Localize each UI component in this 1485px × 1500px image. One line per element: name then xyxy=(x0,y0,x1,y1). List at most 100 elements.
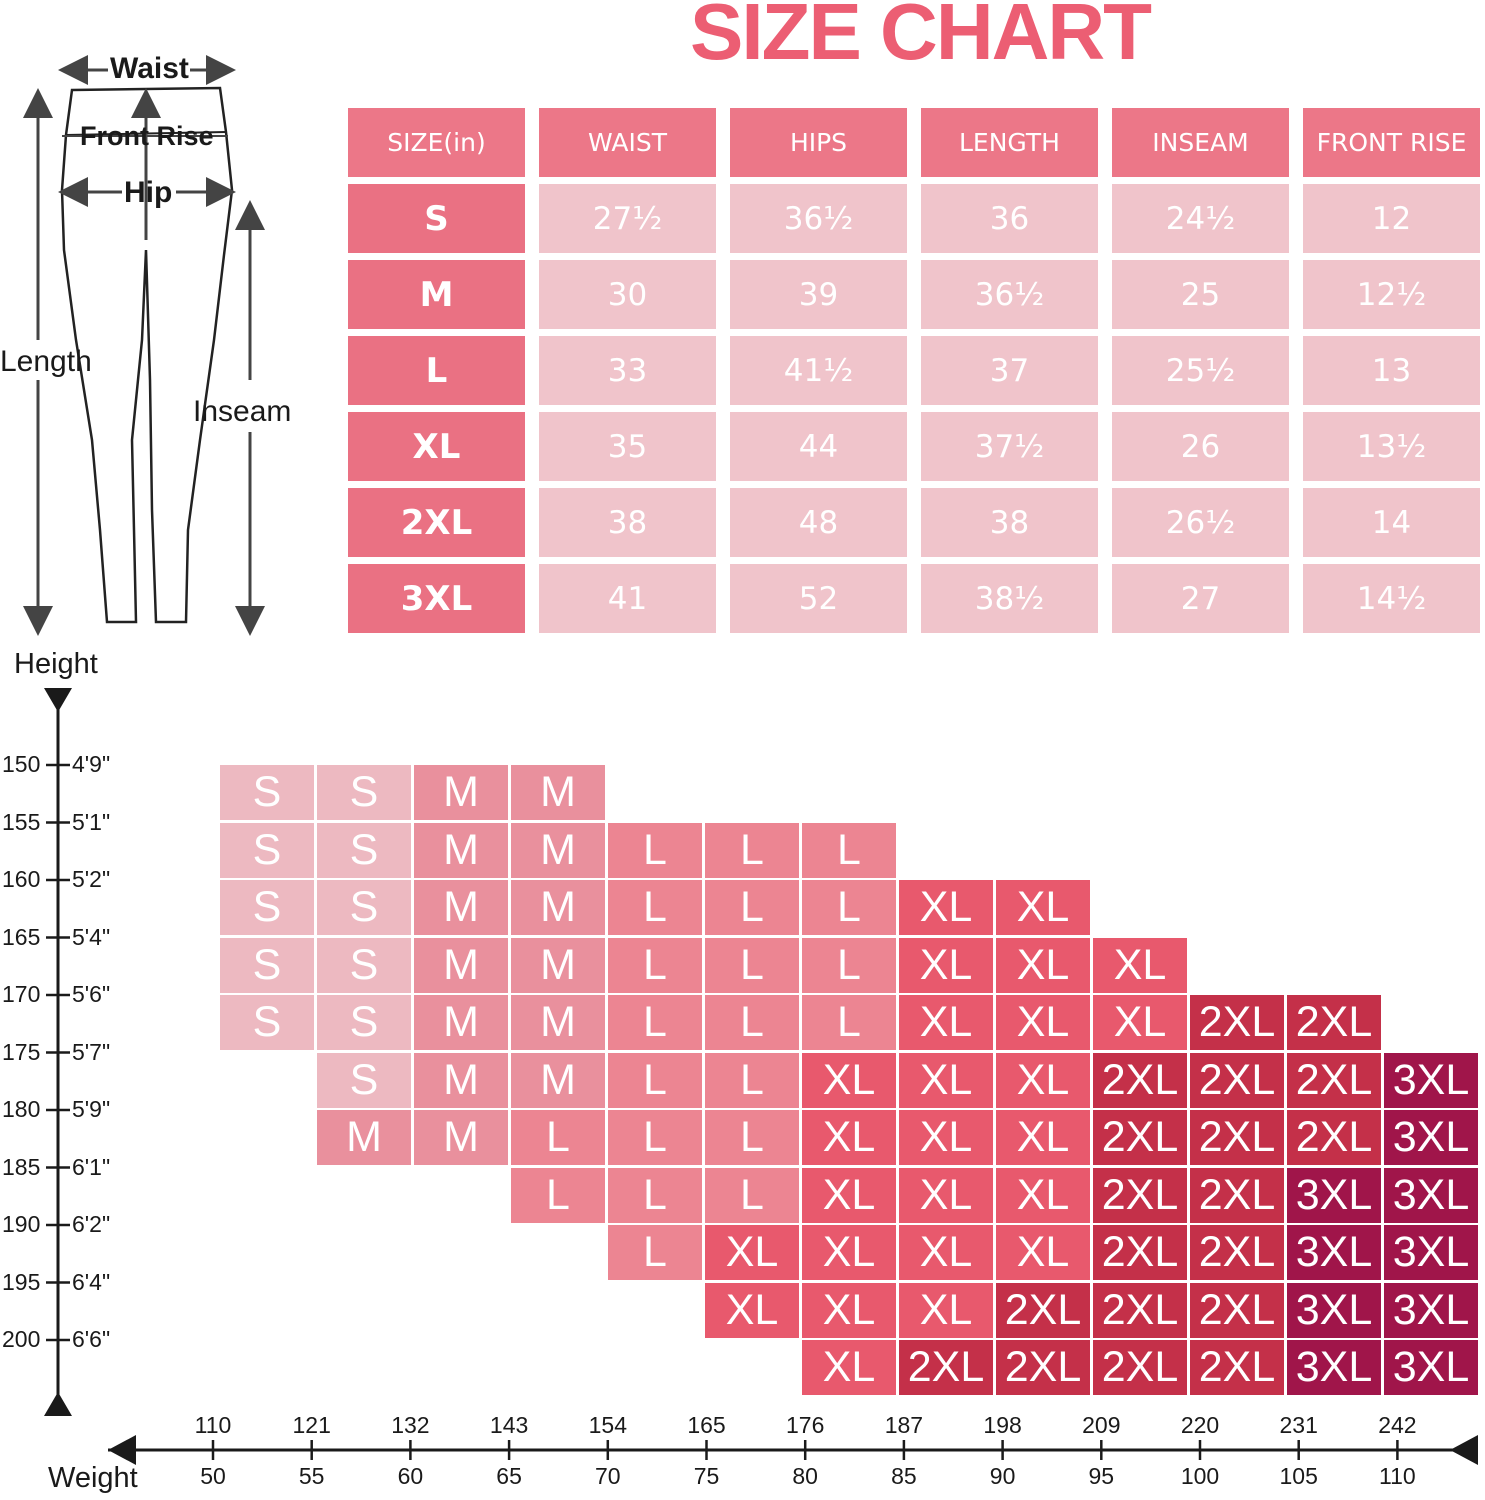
grid-cell-xl: XL xyxy=(996,1052,1090,1108)
table-value-cell: 52 xyxy=(730,564,907,633)
grid-cell-2xl: 2XL xyxy=(1190,1225,1284,1280)
table-value-cell: 37 xyxy=(921,336,1098,405)
table-value-cell: 38 xyxy=(921,488,1098,557)
table-size-cell: 2XL xyxy=(348,488,525,557)
table-value-cell: 36½ xyxy=(730,184,907,253)
y-tick-label-cm: 150 xyxy=(2,751,41,777)
grid-cell-xl: XL xyxy=(996,1110,1090,1165)
grid-cell-xl: XL xyxy=(996,995,1090,1050)
y-tick-label-ftin: 5'7" xyxy=(72,1038,111,1065)
grid-cell-xl: XL xyxy=(802,1052,896,1108)
grid-cell-xl: XL xyxy=(899,1282,993,1338)
grid-cell-m: M xyxy=(511,822,605,878)
grid-cell-3xl: 3XL xyxy=(1384,1167,1478,1223)
x-tick-label-lbs: 176 xyxy=(786,1412,825,1438)
grid-cell-l: L xyxy=(608,1167,702,1223)
length-label: Length xyxy=(0,345,92,378)
grid-cell-l: L xyxy=(608,822,702,878)
grid-cell-s: S xyxy=(317,822,411,878)
table-size-cell: L xyxy=(348,336,525,405)
grid-cell-s: S xyxy=(220,995,314,1050)
x-tick-label-lbs: 154 xyxy=(588,1412,627,1438)
y-tick-label-ftin: 4'9" xyxy=(72,751,111,777)
x-tick-label-kg: 60 xyxy=(397,1463,424,1489)
table-header-cell: SIZE(in) xyxy=(348,108,525,177)
grid-cell-3xl: 3XL xyxy=(1384,1052,1478,1108)
grid-cell-l: L xyxy=(608,995,702,1050)
table-value-cell: 14 xyxy=(1303,488,1480,557)
table-value-cell: 13 xyxy=(1303,336,1480,405)
table-value-cell: 12½ xyxy=(1303,260,1480,329)
grid-cell-xl: XL xyxy=(1093,937,1187,993)
grid-cell-l: L xyxy=(705,880,799,935)
grid-cell-2xl: 2XL xyxy=(996,1282,1090,1338)
x-tick-label-lbs: 110 xyxy=(194,1412,232,1438)
table-header-cell: HIPS xyxy=(730,108,907,177)
table-value-cell: 39 xyxy=(730,260,907,329)
inseam-label: Inseam xyxy=(193,395,292,428)
grid-cell-m: M xyxy=(414,937,508,993)
x-tick-label-kg: 105 xyxy=(1279,1463,1318,1489)
y-tick-label-ftin: 6'2" xyxy=(72,1211,111,1237)
grid-cell-m: M xyxy=(511,1052,605,1108)
grid-cell-m: M xyxy=(414,995,508,1050)
table-value-cell: 36 xyxy=(921,184,1098,253)
y-axis-top-arrow xyxy=(44,688,72,712)
grid-cell-l: L xyxy=(705,1167,799,1223)
grid-cell-2xl: 2XL xyxy=(1190,1340,1284,1395)
grid-cell-s: S xyxy=(317,995,411,1050)
leggings-outline xyxy=(60,86,234,624)
grid-cell-xl: XL xyxy=(899,1052,993,1108)
y-tick-label-cm: 175 xyxy=(2,1038,41,1065)
x-tick-label-lbs: 198 xyxy=(983,1412,1022,1438)
y-tick-label-cm: 155 xyxy=(2,808,41,835)
y-tick-label-cm: 170 xyxy=(2,981,41,1007)
table-value-cell: 25½ xyxy=(1112,336,1289,405)
y-tick-label-ftin: 6'4" xyxy=(72,1268,111,1295)
y-tick-label-ftin: 5'2" xyxy=(72,866,111,892)
table-value-cell: 25 xyxy=(1112,260,1289,329)
grid-cell-xl: XL xyxy=(802,1282,896,1338)
grid-cell-l: L xyxy=(705,937,799,993)
grid-cell-2xl: 2XL xyxy=(1287,995,1381,1050)
grid-cell-s: S xyxy=(220,822,314,878)
grid-cell-s: S xyxy=(317,937,411,993)
table-value-cell: 44 xyxy=(730,412,907,481)
y-tick-label-ftin: 5'6" xyxy=(72,981,111,1007)
table-size-cell: XL xyxy=(348,412,525,481)
grid-cell-3xl: 3XL xyxy=(1384,1225,1478,1280)
x-axis-label: Weight xyxy=(48,1462,138,1494)
table-value-cell: 14½ xyxy=(1303,564,1480,633)
table-value-cell: 27 xyxy=(1112,564,1289,633)
grid-cell-xl: XL xyxy=(996,937,1090,993)
y-tick-label-ftin: 5'4" xyxy=(72,923,111,950)
grid-cell-s: S xyxy=(317,765,411,820)
table-value-cell: 13½ xyxy=(1303,412,1480,481)
grid-cell-2xl: 2XL xyxy=(1190,1110,1284,1165)
front-rise-label: Front Rise xyxy=(80,121,214,151)
x-axis-left-arrow xyxy=(108,1435,136,1465)
grid-cell-l: L xyxy=(802,937,896,993)
y-tick-label-cm: 190 xyxy=(2,1211,41,1237)
table-value-cell: 12 xyxy=(1303,184,1480,253)
grid-cell-2xl: 2XL xyxy=(1190,1282,1284,1338)
x-tick-label-lbs: 132 xyxy=(391,1412,430,1438)
table-header-cell: INSEAM xyxy=(1112,108,1289,177)
x-tick-label-kg: 50 xyxy=(200,1463,226,1489)
x-tick-label-lbs: 143 xyxy=(489,1412,529,1438)
table-value-cell: 38 xyxy=(539,488,716,557)
grid-cell-xl: XL xyxy=(1093,995,1187,1050)
grid-cell-m: M xyxy=(414,880,508,935)
grid-cell-xl: XL xyxy=(802,1110,896,1165)
grid-cell-m: M xyxy=(511,880,605,935)
grid-cell-m: M xyxy=(317,1110,411,1165)
table-header-cell: WAIST xyxy=(539,108,716,177)
x-tick-label-lbs: 187 xyxy=(884,1412,924,1438)
table-value-cell: 35 xyxy=(539,412,716,481)
table-value-cell: 30 xyxy=(539,260,716,329)
grid-cell-l: L xyxy=(608,1052,702,1108)
grid-cell-m: M xyxy=(511,995,605,1050)
leggings-diagram xyxy=(23,55,265,636)
table-size-cell: 3XL xyxy=(348,564,525,633)
